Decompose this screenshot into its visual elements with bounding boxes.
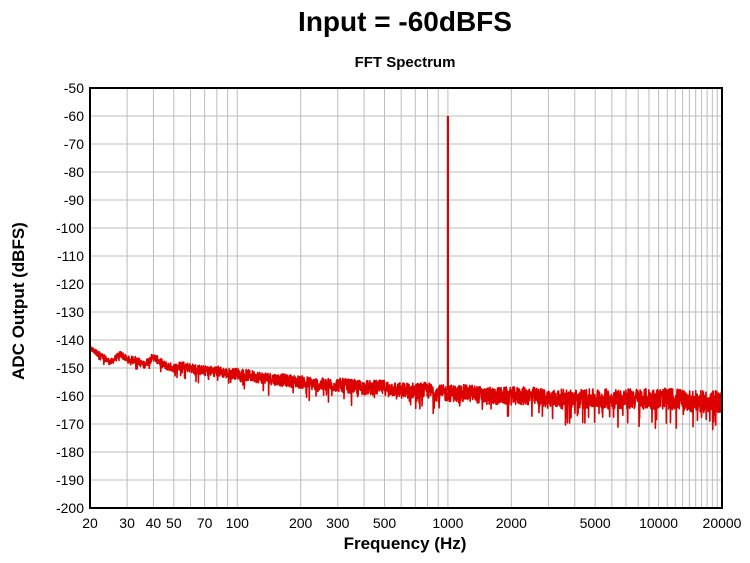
x-axis-label: Frequency (Hz): [343, 534, 467, 553]
x-tick-label: 300: [326, 515, 350, 531]
chart-title: Input = -60dBFS: [298, 6, 512, 37]
plot-frame: [89, 87, 723, 509]
x-tick-label: 100: [226, 515, 250, 531]
y-tick-label: -160: [56, 388, 84, 404]
y-tick-label: -120: [56, 276, 84, 292]
x-tick-label: 40: [146, 515, 162, 531]
x-tick-label: 2000: [496, 515, 527, 531]
grid: [89, 87, 723, 509]
x-tick-label: 5000: [580, 515, 611, 531]
x-tick-label: 70: [197, 515, 213, 531]
x-tick-label: 1000: [432, 515, 463, 531]
y-tick-label: -190: [56, 472, 84, 488]
y-tick-label: -90: [64, 192, 84, 208]
y-tick-label: -150: [56, 360, 84, 376]
x-tick-label: 500: [373, 515, 397, 531]
x-tick-label: 50: [166, 515, 182, 531]
y-tick-label: -140: [56, 332, 84, 348]
y-tick-label: -130: [56, 304, 84, 320]
y-tick-labels: -50 -60 -70 -80 -90 -100 -110 -120 -130 -140 -150 -…: [56, 80, 84, 516]
x-tick-label: 20: [82, 515, 98, 531]
y-tick-label: -200: [56, 500, 84, 516]
y-tick-label: -100: [56, 220, 84, 236]
x-tick-label: 10000: [639, 515, 678, 531]
x-tick-label: 200: [289, 515, 313, 531]
noise-floor-line: [89, 344, 723, 431]
y-tick-label: -60: [64, 108, 84, 124]
y-tick-label: -80: [64, 164, 84, 180]
y-tick-label: -50: [64, 80, 84, 96]
chart-subtitle: FFT Spectrum: [354, 54, 456, 71]
x-tick-label: 20000: [703, 515, 742, 531]
x-tick-label: 30: [119, 515, 135, 531]
y-tick-label: -70: [64, 136, 84, 152]
y-tick-label: -180: [56, 444, 84, 460]
y-tick-label: -110: [57, 248, 84, 264]
spectrum-trace: [89, 116, 723, 431]
y-tick-label: -170: [56, 416, 84, 432]
x-tick-labels: 20 30 40 50 70 100 200 300 500 1000 2000 5000 10000 2…: [82, 515, 741, 531]
